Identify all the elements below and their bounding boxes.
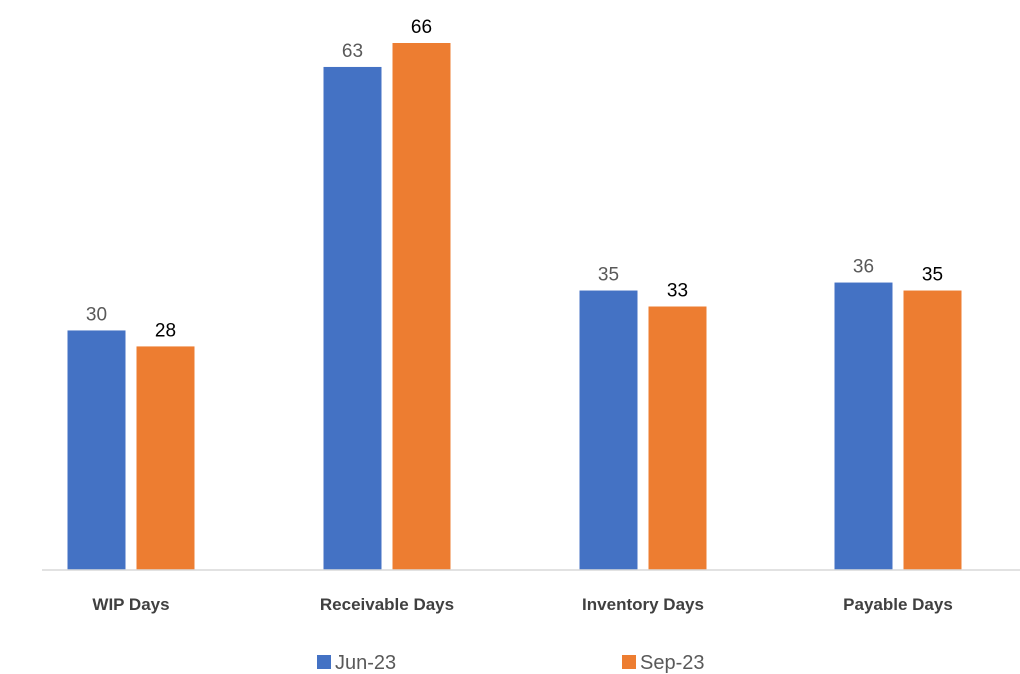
data-label-receivable-days-sep-23: 66 bbox=[411, 17, 432, 38]
category-label-receivable-days: Receivable Days bbox=[320, 595, 454, 614]
bar-inventory-days-jun-23 bbox=[579, 290, 638, 570]
legend-swatch-jun-23 bbox=[317, 655, 331, 669]
category-label-wip-days: WIP Days bbox=[92, 595, 169, 614]
category-label-payable-days: Payable Days bbox=[843, 595, 953, 614]
data-label-wip-days-jun-23: 30 bbox=[86, 304, 107, 325]
data-label-payable-days-jun-23: 36 bbox=[853, 257, 874, 278]
data-label-inventory-days-jun-23: 35 bbox=[598, 265, 619, 286]
bar-payable-days-jun-23 bbox=[834, 282, 893, 570]
value-labels-group: 30 28 63 66 35 33 36 35 bbox=[86, 17, 943, 341]
bar-receivable-days-sep-23 bbox=[392, 43, 451, 570]
legend-item-sep-23: Sep-23 bbox=[622, 652, 705, 674]
legend: Jun-23 Sep-23 bbox=[317, 652, 705, 674]
legend-item-jun-23: Jun-23 bbox=[317, 652, 396, 674]
bar-wip-days-jun-23 bbox=[67, 330, 126, 570]
category-label-inventory-days: Inventory Days bbox=[582, 595, 704, 614]
bar-payable-days-sep-23 bbox=[903, 290, 962, 570]
data-label-inventory-days-sep-23: 33 bbox=[667, 281, 688, 302]
category-labels-group: WIP Days Receivable Days Inventory Days Pay… bbox=[92, 595, 952, 614]
legend-swatch-sep-23 bbox=[622, 655, 636, 669]
data-label-wip-days-sep-23: 28 bbox=[155, 320, 176, 341]
data-label-receivable-days-jun-23: 63 bbox=[342, 41, 363, 62]
data-label-payable-days-sep-23: 35 bbox=[922, 265, 943, 286]
bar-wip-days-sep-23 bbox=[136, 346, 195, 570]
bar-inventory-days-sep-23 bbox=[648, 306, 707, 570]
bars-group bbox=[67, 43, 962, 571]
bar-receivable-days-jun-23 bbox=[323, 66, 382, 571]
legend-label-jun-23: Jun-23 bbox=[335, 652, 396, 674]
legend-label-sep-23: Sep-23 bbox=[640, 652, 705, 674]
